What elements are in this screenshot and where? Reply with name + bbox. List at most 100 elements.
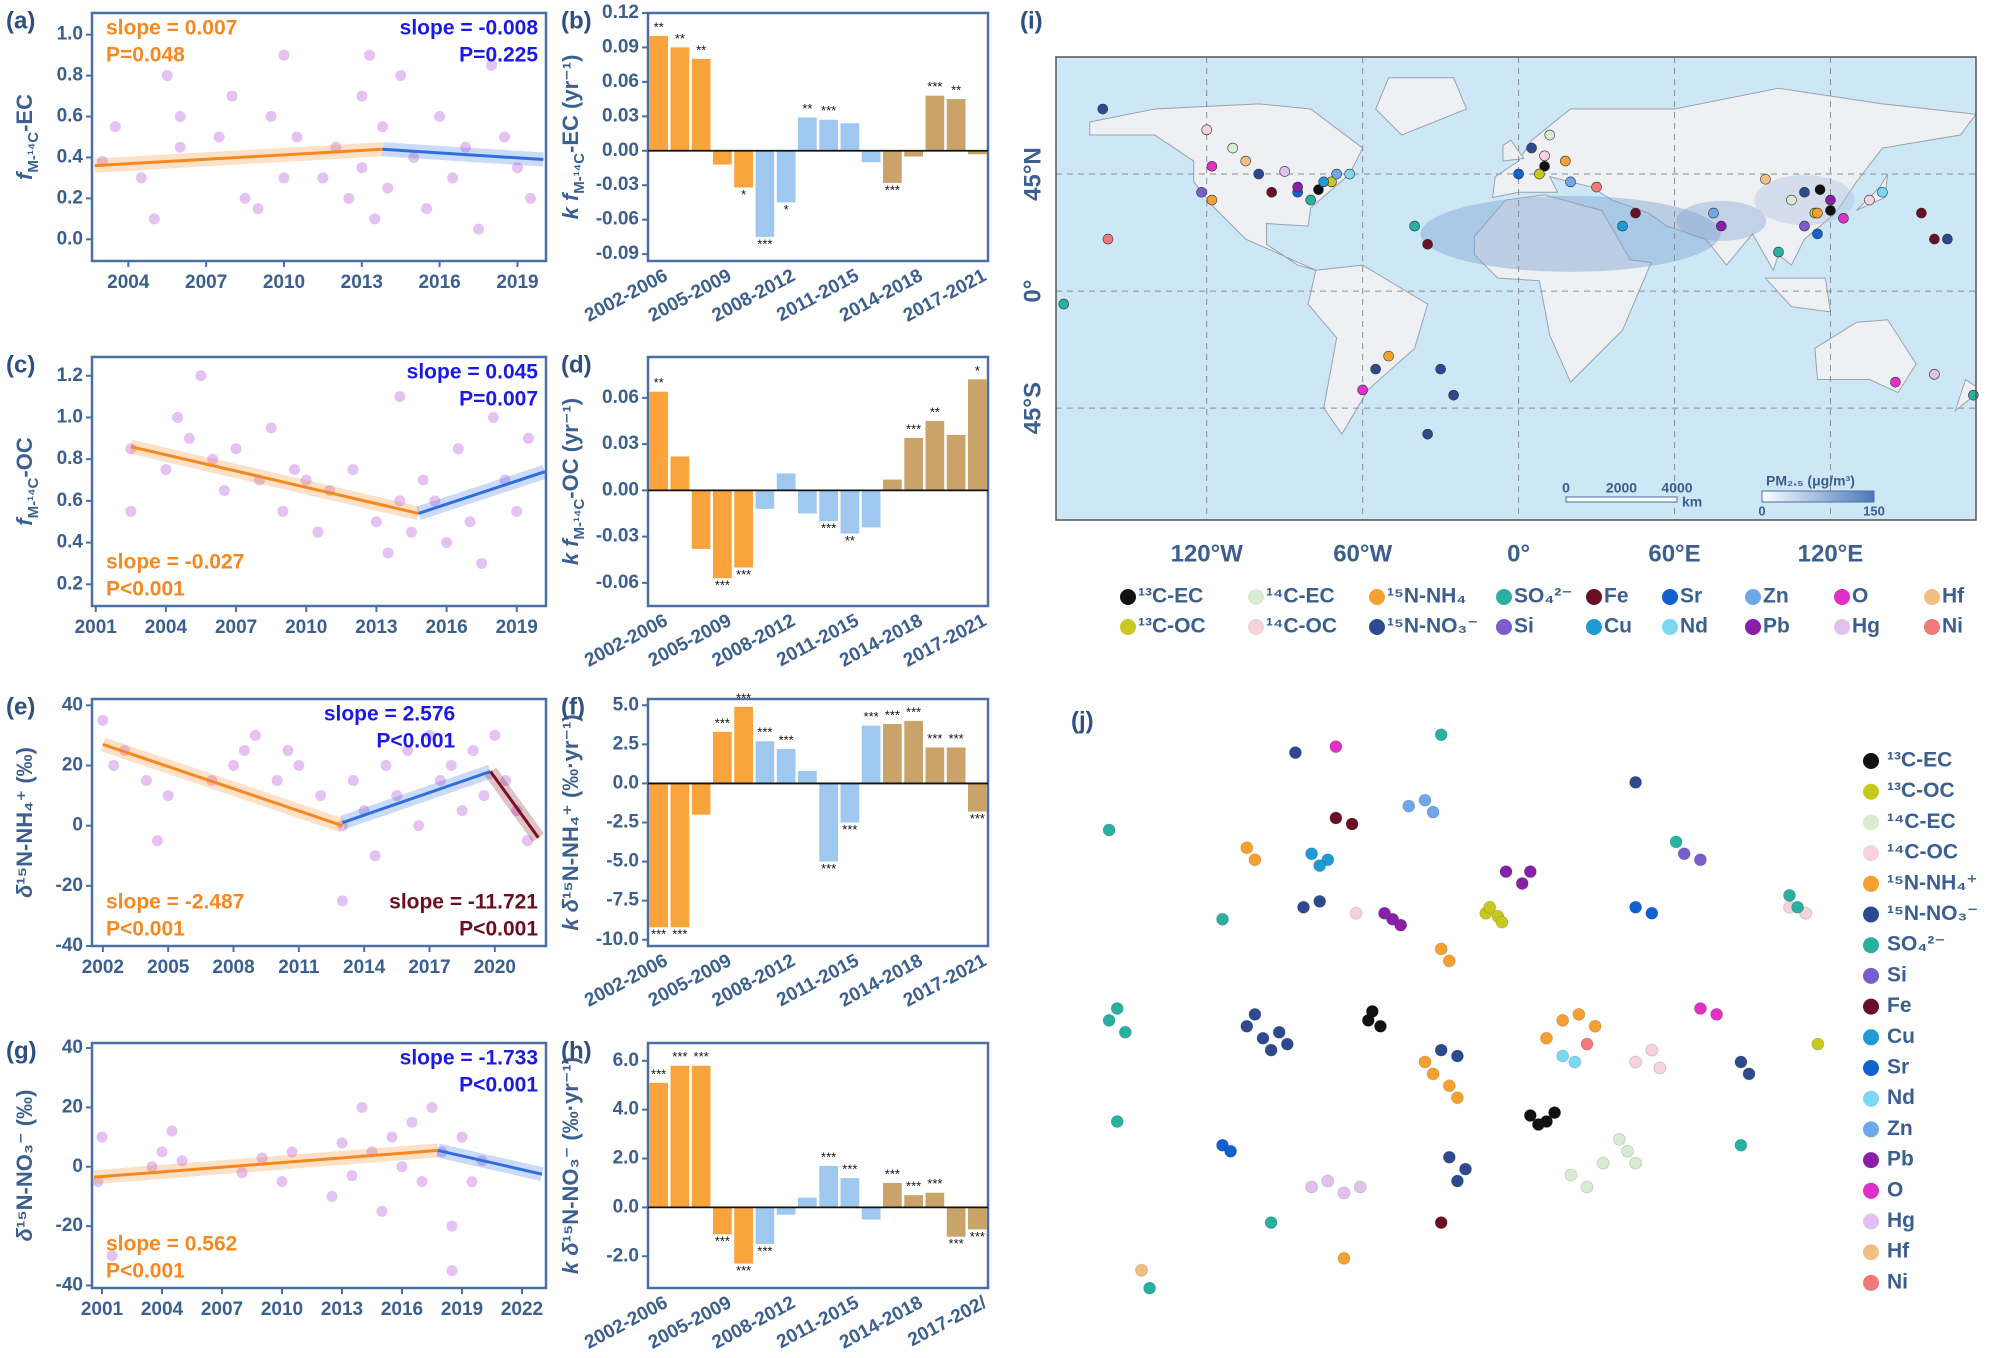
y-tick-label: 0.09 — [602, 36, 639, 57]
data-point — [369, 850, 381, 862]
data-point — [369, 213, 381, 225]
data-point — [156, 1146, 168, 1158]
y-axis-label-part: f — [558, 191, 583, 201]
y-axis-label: fM-¹⁴C-OC — [12, 437, 43, 526]
bar — [670, 783, 690, 928]
bar — [883, 479, 902, 491]
y-axis-label-part: -EC (yr⁻¹) — [558, 55, 583, 153]
site — [1916, 207, 1927, 219]
data-point — [277, 505, 289, 517]
bar — [755, 490, 775, 509]
legend-label: Hg — [1852, 615, 1880, 638]
annotation: P<0.001 — [106, 1260, 185, 1283]
plot-frame — [90, 11, 548, 263]
site — [1838, 212, 1849, 224]
data-point — [391, 790, 403, 802]
x-tick-label: 2017 — [408, 957, 450, 978]
bar — [649, 1082, 668, 1208]
legend-marker — [1662, 589, 1678, 605]
bar — [840, 783, 860, 823]
significance-label: *** — [906, 421, 921, 436]
continent — [1307, 264, 1429, 436]
bar — [691, 1065, 711, 1208]
y-tick-label: -0.09 — [596, 243, 639, 264]
data-point — [238, 744, 250, 756]
data-point — [364, 49, 376, 61]
significance-label: ** — [696, 42, 706, 57]
data-point — [426, 1101, 438, 1113]
data-point — [286, 1146, 298, 1158]
site — [1630, 207, 1641, 219]
plot-frame — [646, 355, 990, 608]
legend-label: SO₄²⁻ — [1514, 585, 1572, 608]
data-point — [271, 775, 283, 787]
panel-label: (j) — [1071, 707, 1094, 734]
colorbar-tick-label: 0 — [1758, 503, 1765, 518]
data-point — [486, 59, 498, 71]
legend-label: ¹³C-EC — [1887, 749, 1952, 772]
data-point — [228, 759, 240, 771]
y-axis-label-part: δ — [12, 1227, 37, 1241]
site — [1305, 194, 1316, 206]
significance-label: *** — [651, 927, 666, 942]
y-tick-label: 2.0 — [613, 1148, 639, 1169]
legend-label: ¹⁴C-EC — [1887, 810, 1956, 833]
data-point — [524, 192, 536, 204]
bar — [946, 99, 966, 151]
embedding-point — [1572, 1007, 1586, 1021]
embedding-point — [1143, 1281, 1157, 1295]
y-tick-label: 0.06 — [602, 71, 639, 92]
continent — [1492, 87, 1976, 272]
embedding-point — [1734, 1138, 1748, 1152]
embedding-point — [1596, 1156, 1610, 1170]
embedding-point — [1568, 1055, 1582, 1069]
bar — [670, 1065, 690, 1208]
data-point — [487, 411, 499, 423]
site — [1253, 168, 1265, 180]
legend-label: Cu — [1604, 615, 1632, 638]
site — [1708, 207, 1719, 219]
bar — [883, 150, 902, 183]
bar — [776, 749, 796, 784]
legend-label: ¹³C-EC — [1138, 585, 1203, 608]
embedding-point — [1710, 1007, 1724, 1021]
legend-label: Hg — [1887, 1209, 1915, 1232]
x-tick-label: 2022 — [501, 1299, 543, 1320]
bar — [904, 1195, 923, 1208]
y-tick-label: 1.0 — [57, 24, 83, 45]
embedding-point — [1365, 1004, 1379, 1018]
significance-label: *** — [736, 1263, 751, 1278]
significance-label: * — [975, 363, 980, 378]
embedding-point — [1483, 900, 1497, 914]
bar — [713, 150, 732, 165]
embedding-point — [1118, 1025, 1132, 1039]
legend-label: Ni — [1887, 1270, 1908, 1293]
site — [1422, 428, 1433, 440]
embedding-point — [1102, 1013, 1116, 1027]
data-point — [265, 422, 277, 434]
embedding-point — [1450, 1049, 1464, 1063]
significance-label: ** — [675, 31, 685, 46]
embedding-point — [1305, 1180, 1319, 1194]
y-tick-label: 0.0 — [613, 1196, 639, 1217]
y-axis-label-part: ¹⁵N-NH₄⁺ (‰·yr⁻¹) — [558, 714, 583, 899]
bar — [925, 420, 945, 491]
legend-label: Nd — [1680, 615, 1708, 638]
significance-label: *** — [949, 1236, 964, 1251]
embedding-point — [1742, 1067, 1756, 1081]
bar — [798, 1197, 817, 1208]
embedding-point — [1450, 1174, 1464, 1188]
embedding-point — [1645, 1043, 1659, 1057]
embedding-point — [1629, 775, 1643, 789]
bar — [883, 724, 902, 784]
data-point — [476, 557, 488, 569]
embedding-point — [1564, 1168, 1578, 1182]
map-frame — [1055, 56, 1977, 521]
data-point — [413, 820, 425, 832]
x-tick-label: 2008 — [212, 957, 254, 978]
data-point — [402, 744, 414, 756]
data-point — [356, 162, 368, 174]
data-point — [511, 505, 523, 517]
embedding-point — [1434, 1216, 1448, 1230]
